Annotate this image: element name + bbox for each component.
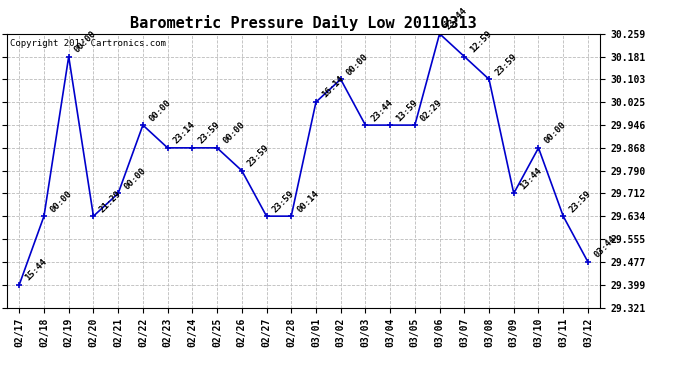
- Text: 00:14: 00:14: [295, 189, 321, 214]
- Text: 23:44: 23:44: [444, 6, 469, 32]
- Text: 13:59: 13:59: [394, 98, 420, 123]
- Text: 00:00: 00:00: [73, 29, 98, 54]
- Text: 00:00: 00:00: [221, 120, 246, 146]
- Text: 16:14: 16:14: [320, 75, 346, 100]
- Text: 23:59: 23:59: [197, 120, 222, 146]
- Text: 15:44: 15:44: [23, 257, 49, 283]
- Text: 00:00: 00:00: [48, 189, 74, 214]
- Text: 00:00: 00:00: [147, 98, 172, 123]
- Text: 23:44: 23:44: [370, 98, 395, 123]
- Text: 23:59: 23:59: [246, 143, 271, 168]
- Text: 00:00: 00:00: [122, 166, 148, 191]
- Text: Copyright 2011 Cartronics.com: Copyright 2011 Cartronics.com: [10, 39, 166, 48]
- Text: 13:44: 13:44: [518, 166, 543, 191]
- Text: 02:29: 02:29: [419, 98, 444, 123]
- Text: 23:59: 23:59: [567, 189, 593, 214]
- Text: 23:59: 23:59: [270, 189, 296, 214]
- Title: Barometric Pressure Daily Low 20110313: Barometric Pressure Daily Low 20110313: [130, 15, 477, 31]
- Text: 12:59: 12:59: [469, 29, 494, 54]
- Text: 23:59: 23:59: [493, 52, 519, 77]
- Text: 00:00: 00:00: [542, 120, 568, 146]
- Text: 03:44: 03:44: [592, 234, 618, 260]
- Text: 00:00: 00:00: [345, 52, 371, 77]
- Text: 23:14: 23:14: [172, 120, 197, 146]
- Text: 21:29: 21:29: [97, 189, 123, 214]
